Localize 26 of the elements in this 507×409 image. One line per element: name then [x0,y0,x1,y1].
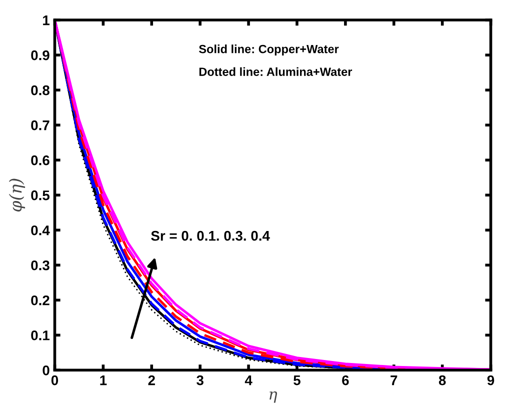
y-tick-label: 0.9 [31,50,50,60]
x-tick-label: 2 [148,375,155,386]
x-tick-label: 5 [294,376,300,386]
x-tick-label: 4 [244,376,252,386]
y-tick-label: 0.5 [31,190,50,200]
y-tick-label: 0.2 [31,295,50,306]
y-tick-label: 0.7 [31,120,50,130]
annotation: Dotted line: Alumina+Water [199,67,352,76]
x-tick-label: 0 [51,375,58,386]
y-tick-label: 0.6 [31,155,50,166]
x-tick-label: 3 [196,375,204,386]
x-tick-label: 8 [438,375,446,386]
annotation: Sr = 0. 0.1. 0.3. 0.4 [151,230,270,241]
y-tick-label: 1 [43,16,50,26]
y-tick-label: 0.3 [31,260,50,270]
x-tick-label: 6 [342,375,349,386]
y-tick-label: 0.4 [31,225,50,236]
y-axis-title: φ(η) [8,178,26,212]
x-tick-label: 9 [487,375,494,386]
annotation: Solid line: Copper+Water [198,44,339,56]
x-axis-title: η [270,391,278,403]
y-tick-label: 0.8 [31,85,50,96]
y-tick-label: 0 [42,365,50,376]
y-tick-label: 0.1 [31,330,50,340]
x-tick-label: 1 [100,376,107,386]
x-tick-label: 7 [390,376,398,386]
